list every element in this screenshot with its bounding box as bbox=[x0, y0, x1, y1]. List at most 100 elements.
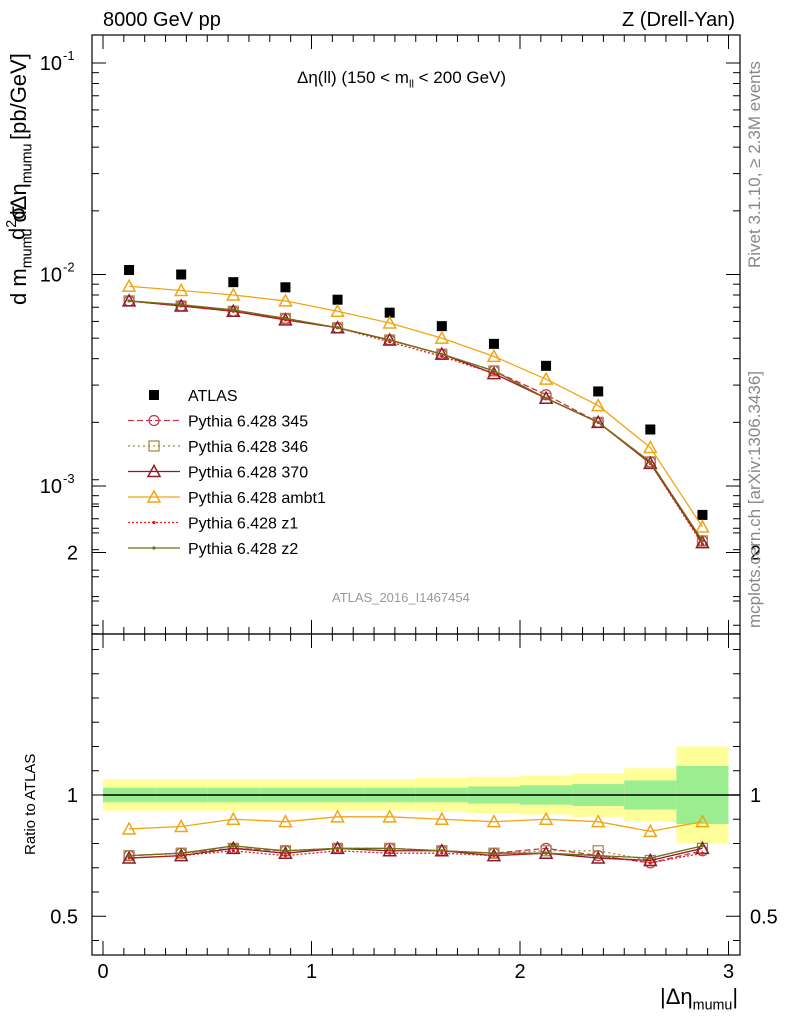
marker-dot bbox=[335, 849, 340, 853]
marker-triangle bbox=[330, 303, 345, 318]
x-tick-label: 1 bbox=[306, 961, 317, 983]
marker-triangle bbox=[382, 809, 397, 823]
marker-square bbox=[124, 265, 135, 276]
marker-triangle bbox=[121, 850, 137, 864]
legend-entry: Pythia 6.428 370 bbox=[128, 463, 308, 482]
series-line bbox=[129, 285, 703, 528]
marker-triangle bbox=[643, 439, 658, 454]
legend-label: Pythia 6.428 z1 bbox=[188, 516, 298, 533]
marker-dot bbox=[440, 352, 444, 356]
y-tick-label-exp: -3 bbox=[63, 471, 75, 486]
y-axis-label-numerator: d2σ bbox=[4, 206, 30, 240]
legend-entry: Pythia 6.428 z1 bbox=[128, 516, 298, 533]
y-tick-label-exp: -2 bbox=[63, 260, 75, 275]
marker-dot bbox=[388, 846, 392, 850]
marker-square bbox=[149, 390, 159, 400]
y-tick-label-main: 10 bbox=[40, 265, 62, 287]
ylabel-num-d: d bbox=[4, 227, 30, 240]
x-tick-label: 2 bbox=[514, 961, 525, 983]
series-line bbox=[129, 300, 703, 545]
marker-triangle bbox=[590, 850, 606, 864]
main-series-group bbox=[121, 265, 710, 549]
marker-dot bbox=[335, 326, 340, 330]
marker-triangle bbox=[330, 809, 345, 823]
ylabel-m: m bbox=[6, 268, 31, 287]
marker-square bbox=[645, 424, 656, 435]
marker-triangle bbox=[590, 398, 606, 412]
marker-dot bbox=[700, 851, 705, 855]
ylabel-den-d: d bbox=[6, 292, 31, 305]
marker-dot bbox=[544, 396, 548, 400]
marker-triangle bbox=[226, 287, 241, 301]
marker-dot bbox=[152, 546, 156, 550]
ratio-line bbox=[129, 845, 703, 859]
ylabel-eta-sub: mumu bbox=[19, 143, 36, 184]
marker-triangle bbox=[590, 814, 606, 828]
plot-title-main: Δη(ll) (150 < m bbox=[297, 68, 409, 87]
marker-dot bbox=[440, 851, 444, 855]
marker-dot bbox=[700, 539, 705, 543]
marker-dot bbox=[283, 854, 288, 858]
marker-triangle bbox=[590, 414, 606, 429]
xlabel-main: |Δη bbox=[660, 984, 693, 1009]
marker-triangle bbox=[434, 811, 450, 825]
legend-entry: Pythia 6.428 ambt1 bbox=[128, 489, 326, 507]
marker-triangle bbox=[695, 519, 710, 533]
y-tick-label-ratio-right: 1 bbox=[750, 785, 761, 807]
legend-label: ATLAS bbox=[188, 388, 238, 405]
plot-title: Δη(ll) (150 < mll < 200 GeV) bbox=[297, 68, 506, 90]
ratio-uncertainty-band bbox=[103, 746, 740, 844]
marker-triangle bbox=[486, 348, 502, 363]
ratio-line bbox=[129, 816, 703, 833]
y-tick-label-main: 10 bbox=[40, 53, 62, 75]
marker-dot bbox=[596, 420, 600, 424]
marker-circle bbox=[148, 414, 160, 427]
xlabel-sub: mumu bbox=[692, 997, 733, 1014]
marker-dot bbox=[544, 851, 548, 855]
y-tick-label-ratio-right: 2 bbox=[750, 543, 761, 565]
marker-dot bbox=[440, 849, 444, 853]
marker-triangle bbox=[382, 315, 397, 329]
marker-triangle bbox=[146, 489, 162, 503]
marker-dot bbox=[492, 369, 496, 373]
y-tick-label-ratio-left: 2 bbox=[67, 543, 78, 565]
legend-entry: ATLAS bbox=[149, 388, 238, 405]
legend-label: Pythia 6.428 ambt1 bbox=[188, 490, 326, 507]
marker-triangle bbox=[146, 463, 162, 478]
marker-dot bbox=[700, 542, 705, 546]
marker-dot bbox=[283, 316, 288, 321]
legend-label: Pythia 6.428 346 bbox=[188, 439, 308, 456]
marker-triangle bbox=[382, 843, 397, 857]
marker-triangle bbox=[695, 535, 710, 549]
legend-entry: Pythia 6.428 z2 bbox=[128, 541, 298, 558]
marker-triangle bbox=[643, 823, 658, 838]
marker-triangle bbox=[226, 840, 241, 855]
xlabel-tail: | bbox=[732, 984, 739, 1009]
legend: ATLAS Pythia 6.428 345 Pythia 6.428 346 Pyt… bbox=[128, 388, 326, 558]
marker-square bbox=[332, 294, 343, 305]
marker-dot bbox=[179, 303, 183, 307]
series-Pythia-6428-z2 bbox=[127, 299, 705, 543]
marker-dot bbox=[127, 299, 131, 303]
analysis-watermark: ATLAS_2016_I1467454 bbox=[332, 590, 470, 605]
marker-dot bbox=[283, 849, 288, 853]
marker-triangle bbox=[643, 852, 658, 867]
y-tick-label-ratio-right: 0.5 bbox=[750, 906, 778, 928]
marker-triangle bbox=[226, 811, 241, 825]
legend-label: Pythia 6.428 370 bbox=[188, 465, 308, 482]
axis-ticks: 0 1 2 310-110-210 -30.5 0.51 12 2 bbox=[40, 35, 778, 983]
marker-dot bbox=[127, 856, 131, 860]
y-tick-label-ratio-left: 0.5 bbox=[50, 906, 78, 928]
x-tick-label: 0 bbox=[97, 961, 108, 983]
marker-square bbox=[488, 338, 499, 349]
plot-title-sub: ll bbox=[408, 78, 414, 91]
marker-square bbox=[697, 509, 708, 520]
marker-triangle bbox=[121, 293, 137, 307]
marker-square bbox=[176, 269, 187, 280]
marker-dot bbox=[440, 354, 444, 358]
legend-entry: Pythia 6.428 345 bbox=[128, 414, 308, 431]
x-tick-label: 3 bbox=[723, 961, 734, 983]
header-energy: 8000 GeV pp bbox=[103, 9, 221, 31]
marker-triangle bbox=[121, 821, 137, 835]
